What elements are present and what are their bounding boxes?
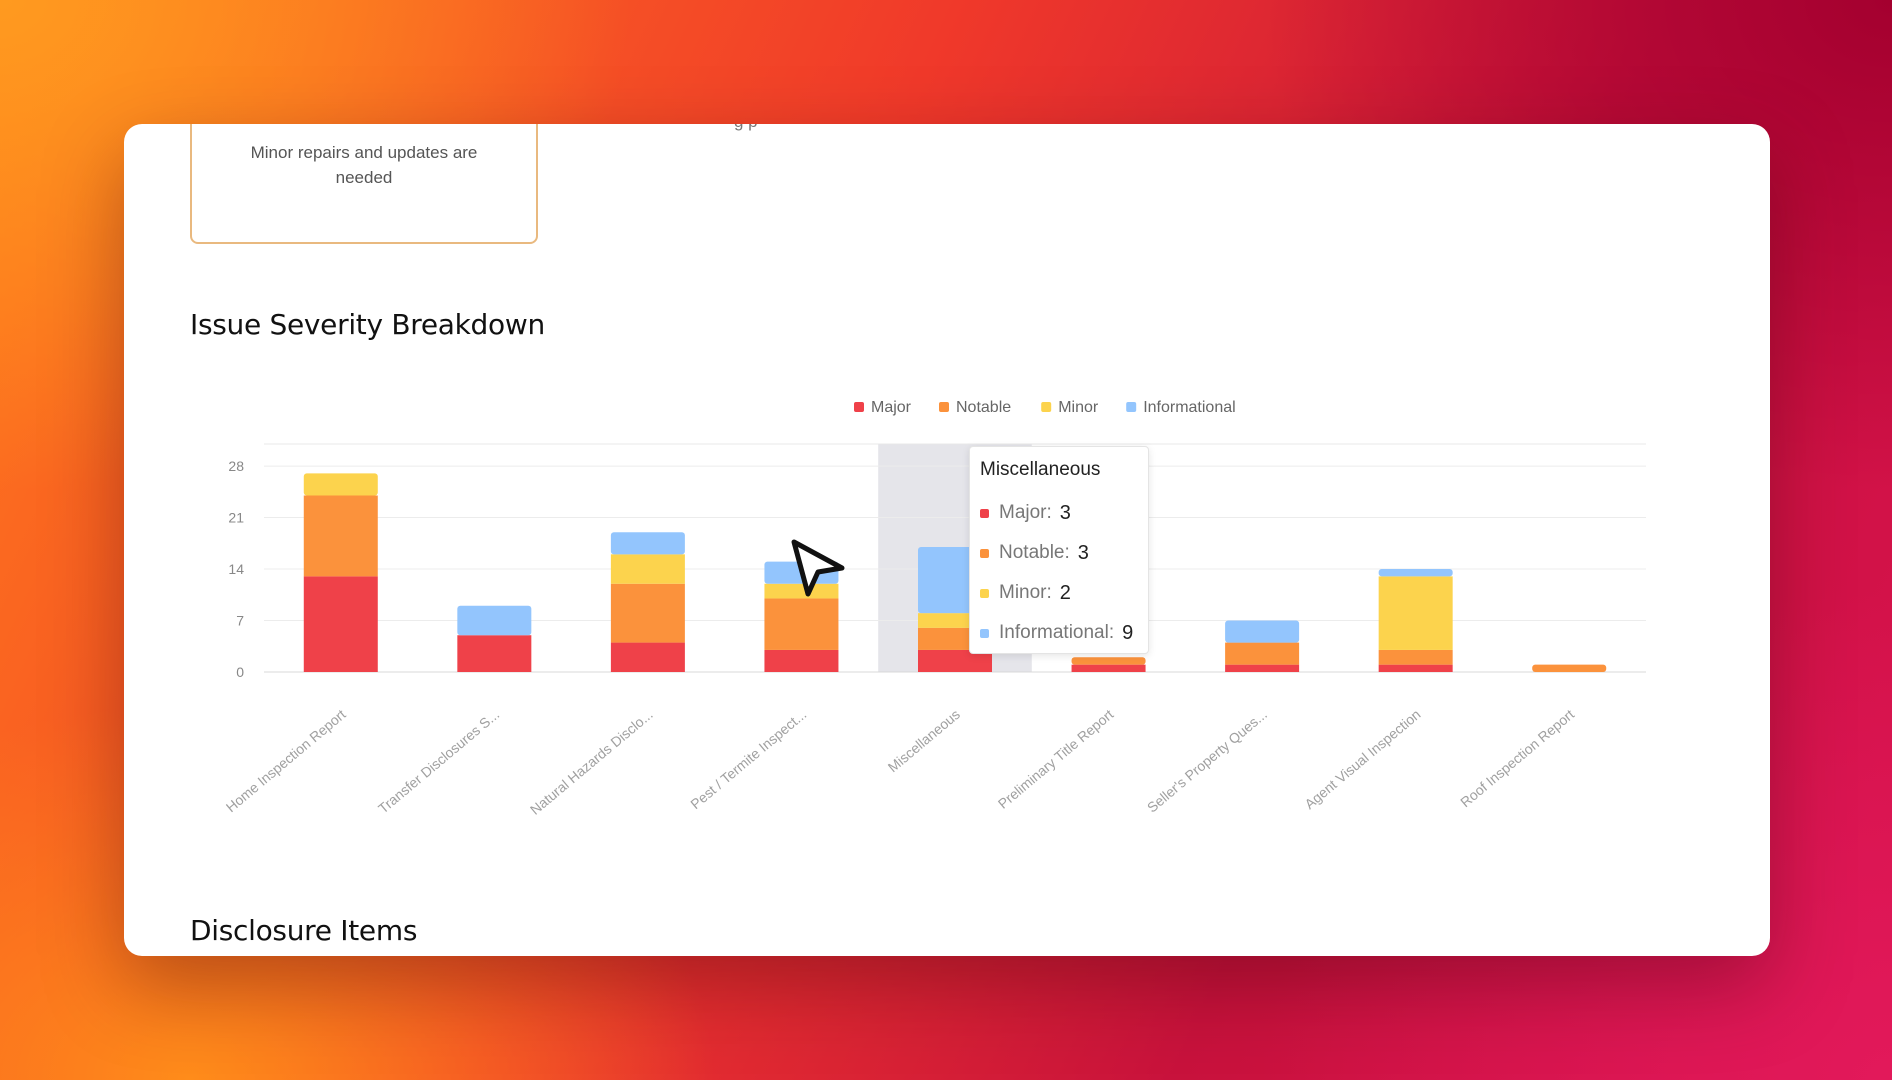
x-tick-label: Preliminary Title Report <box>995 706 1117 812</box>
y-tick-label: 7 <box>236 613 244 629</box>
x-tick-label: Transfer Disclosures S... <box>375 706 502 816</box>
bar-segment-major <box>1225 664 1300 672</box>
app-window: Minor repairs and updates are needed g p… <box>124 124 1770 956</box>
y-tick-label: 21 <box>228 510 244 526</box>
tooltip-value: 3 <box>1059 501 1071 524</box>
legend-label-notable: Notable <box>956 399 1011 416</box>
bar-segment-minor <box>764 583 839 599</box>
x-tick-label: Roof Inspection Report <box>1457 706 1577 810</box>
chart-section-title: Issue Severity Breakdown <box>190 308 545 341</box>
bar-segment-major <box>303 576 378 672</box>
chart-legend: Major Notable Minor Informational <box>854 399 1236 416</box>
bar-segment-notable <box>764 598 839 650</box>
bar-segment-notable <box>1532 664 1607 672</box>
chart-tooltip: Miscellaneous Major: 3 Notable: 3 Minor:… <box>969 446 1149 654</box>
bar-segment-informational <box>610 532 685 555</box>
bar-segment-major <box>918 649 992 672</box>
bar-segment-notable <box>610 583 685 643</box>
bar-segment-major <box>1378 664 1453 672</box>
legend-label-minor: Minor <box>1058 399 1099 416</box>
tooltip-row-notable: Notable: 3 <box>980 533 1138 573</box>
tooltip-value: 2 <box>1059 581 1071 604</box>
tooltip-value: 3 <box>1077 541 1089 564</box>
y-tick-label: 0 <box>236 664 244 680</box>
mouse-cursor-icon <box>791 539 845 597</box>
x-tick-label: Home Inspection Report <box>223 706 349 815</box>
bar-segment-major <box>610 642 685 672</box>
tooltip-row-minor: Minor: 2 <box>980 573 1138 613</box>
disclosure-section-title: Disclosure Items <box>190 914 418 947</box>
issue-severity-chart: 0 7 14 21 28 Home Inspection Report Transfer D… <box>223 399 1646 818</box>
legend-swatch-informational <box>1126 402 1137 412</box>
legend-swatch-minor <box>1041 402 1052 412</box>
legend-swatch-notable <box>939 402 949 412</box>
bar-segment-notable <box>303 495 378 577</box>
y-tick-label: 28 <box>228 458 244 474</box>
tooltip-label: Minor: <box>999 582 1052 603</box>
tooltip-label: Major: <box>999 502 1052 523</box>
bar-segment-minor <box>303 473 378 496</box>
bar-segment-notable <box>1225 642 1300 665</box>
major-dot-icon <box>980 508 989 518</box>
summary-card-text: Minor repairs and updates are needed <box>250 143 478 187</box>
bar-segment-notable <box>1071 657 1146 665</box>
tooltip-label: Informational: <box>999 622 1115 643</box>
bar-segment-major <box>457 635 532 672</box>
bar-segment-informational <box>1378 569 1453 577</box>
bar-segment-major <box>1071 664 1146 672</box>
clipped-summary-text: g p <box>734 124 758 132</box>
x-tick-label: Agent Visual Inspection <box>1301 706 1423 812</box>
legend-label-major: Major <box>871 399 912 416</box>
bar-segment-informational <box>457 605 532 636</box>
informational-dot-icon <box>980 628 989 638</box>
notable-dot-icon <box>980 548 989 558</box>
tooltip-title: Miscellaneous <box>980 459 1101 480</box>
minor-dot-icon <box>980 588 989 598</box>
bar-segment-major <box>764 649 839 672</box>
bar-segment-minor <box>1378 576 1453 650</box>
tooltip-label: Notable: <box>999 542 1070 563</box>
tooltip-row-major: Major: 3 <box>980 493 1138 533</box>
bar-segment-informational <box>1225 620 1300 643</box>
bar-segment-minor <box>610 554 685 584</box>
bar-segment-notable <box>1378 649 1453 665</box>
y-tick-label: 14 <box>228 561 244 577</box>
legend-swatch-major <box>854 402 864 412</box>
x-tick-label: Natural Hazards Disclo... <box>527 706 656 818</box>
legend-label-informational: Informational <box>1143 399 1236 416</box>
x-tick-label: Miscellaneous <box>885 706 963 775</box>
x-tick-label: Seller's Property Ques... <box>1144 706 1270 816</box>
tooltip-value: 9 <box>1122 621 1134 644</box>
tooltip-row-informational: Informational: 9 <box>980 613 1138 653</box>
summary-card: Minor repairs and updates are needed <box>190 124 538 244</box>
x-tick-label: Pest / Termite Inspect... <box>687 706 809 812</box>
